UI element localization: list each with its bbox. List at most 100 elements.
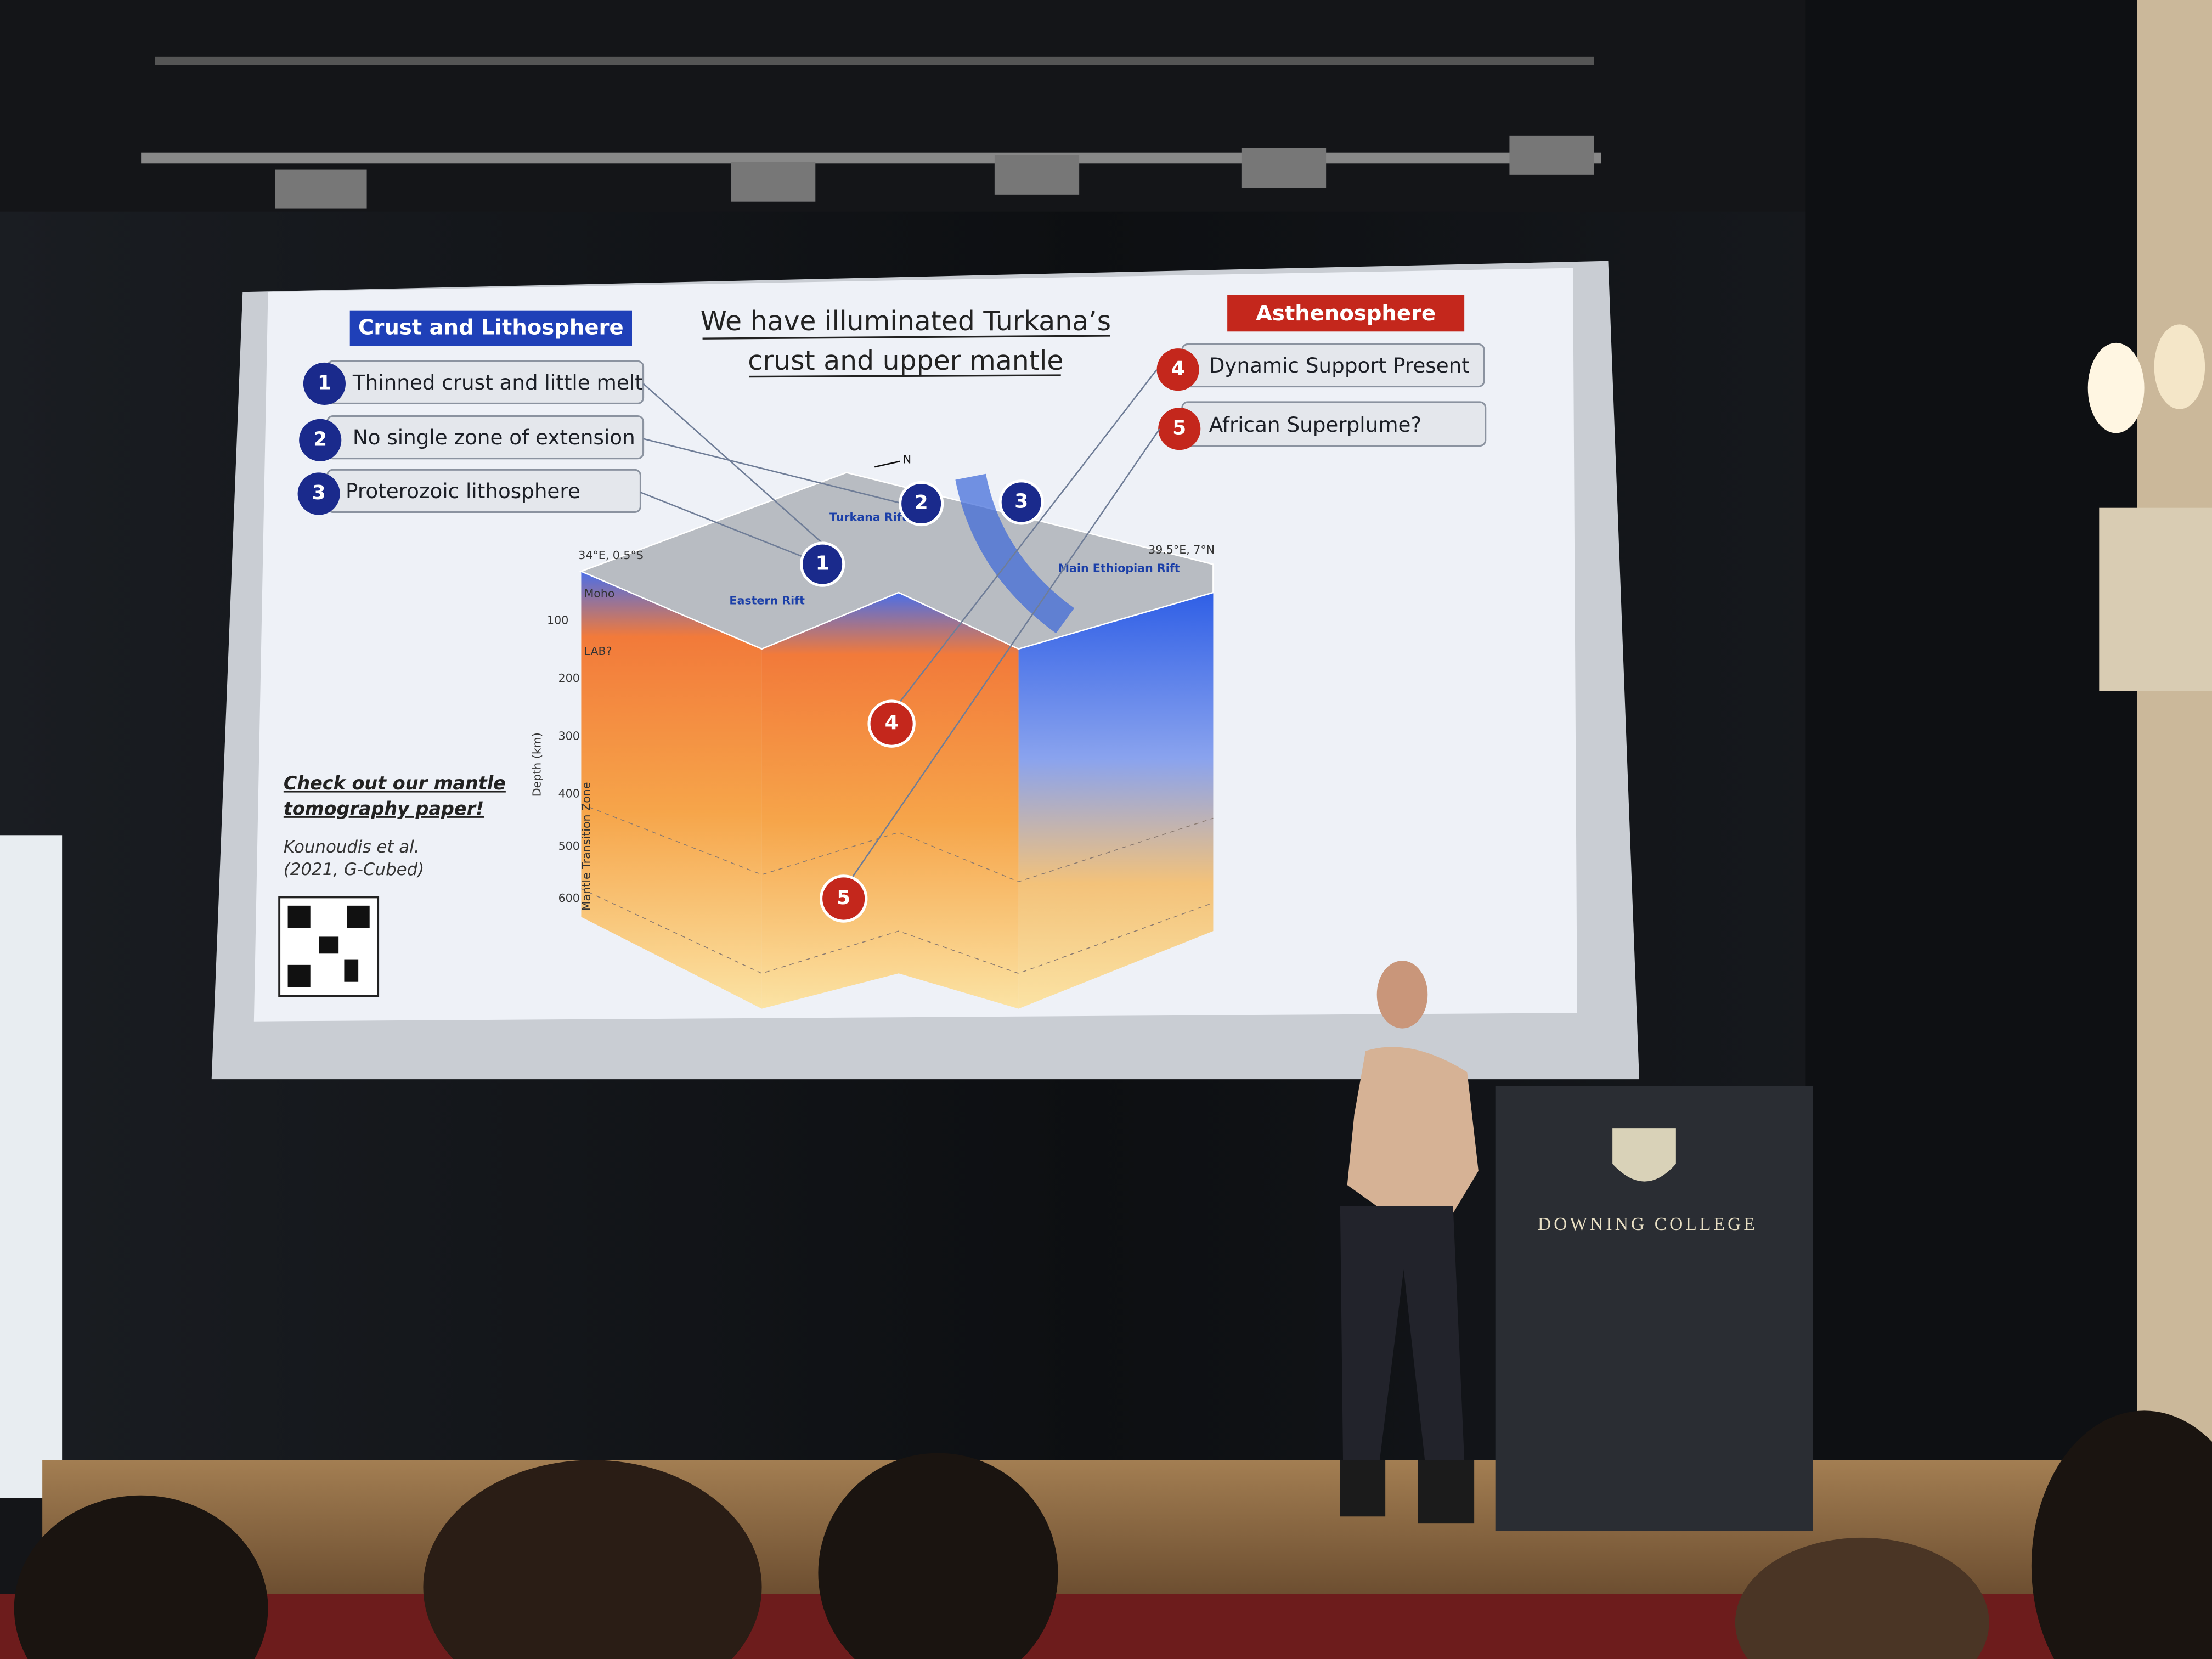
item-badge [297, 472, 340, 515]
rift-label: Turkana Rift [830, 511, 907, 524]
marker-number: 2 [915, 492, 928, 514]
leader-line [642, 383, 823, 544]
stage-light [1509, 135, 1594, 175]
stage-light [731, 162, 816, 202]
depth-axis-label: Depth (km) [531, 732, 544, 797]
diagram-marker [998, 479, 1044, 525]
rift-label: Main Ethiopian Rift [1058, 561, 1180, 574]
audience-head [1735, 1537, 1989, 1659]
trousers [1340, 1206, 1465, 1460]
paper-link: tomography paper! [284, 798, 484, 820]
north-arrow [874, 460, 900, 468]
lighting-bar [155, 56, 1594, 65]
item-badge [1158, 408, 1201, 450]
item-badge [303, 362, 346, 405]
marker-number: 1 [816, 552, 830, 575]
qr-pattern [287, 905, 370, 988]
item-number: 2 [313, 428, 327, 450]
item-text: Proterozoic lithosphere [346, 479, 580, 503]
stage-light [275, 169, 367, 209]
panel-heading: Crust and Lithosphere [358, 315, 624, 340]
item-text: Thinned crust and little melt [352, 370, 643, 394]
banner [0, 835, 63, 1498]
item-number: 3 [312, 482, 326, 504]
lamp [2154, 324, 2205, 409]
depth-tick: 600 [558, 891, 580, 905]
boot [1418, 1460, 1475, 1524]
panel-heading: Asthenosphere [1256, 301, 1436, 326]
qr-module [319, 936, 339, 954]
corner-label: 34°E, 0.5°S [578, 549, 644, 562]
transition-line [581, 888, 1214, 974]
block-face [761, 592, 899, 1009]
qr-finder [287, 964, 311, 988]
diagram-marker [820, 874, 868, 923]
podium-label: DOWNING COLLEGE [1538, 1214, 1758, 1234]
marker-number: 3 [1014, 490, 1028, 512]
boot [1340, 1460, 1386, 1517]
corner-label: 39.5°E, 7°N [1148, 543, 1215, 556]
item-text: No single zone of extension [353, 425, 635, 449]
item-badge [299, 419, 342, 461]
leader-lines [640, 369, 1160, 882]
north-label: N [903, 453, 911, 466]
block-face [1018, 592, 1214, 1009]
audience-head [14, 1495, 268, 1659]
citation: (2021, G-Cubed) [284, 860, 424, 879]
leader-line [640, 492, 805, 558]
leader-line [848, 428, 1160, 882]
item-number: 5 [1172, 417, 1186, 439]
audience-head [2031, 1410, 2212, 1659]
college-crest [1612, 1128, 1676, 1182]
depth-tick: 300 [558, 729, 580, 742]
leader-line [643, 438, 904, 505]
item-number: 4 [1171, 358, 1185, 380]
sweater [1347, 1047, 1479, 1221]
slab-anomaly [955, 473, 1075, 634]
slide-title: We have illuminated Turkana’s [701, 306, 1111, 337]
stage-lights [275, 135, 1594, 209]
depth-tick: 100 [547, 613, 568, 627]
item-text: African Superplume? [1209, 413, 1422, 437]
title-underline [749, 374, 1061, 378]
paper-link: Check out our mantle [284, 772, 506, 794]
block-face [581, 571, 762, 1009]
qr-finder [347, 905, 370, 928]
wall-moulding [2099, 507, 2212, 691]
marker-number: 4 [885, 712, 899, 734]
item-text: Dynamic Support Present [1209, 353, 1470, 377]
transition-line [581, 803, 1214, 882]
diagram-marker [800, 541, 845, 587]
speaker [1340, 961, 1479, 1524]
audience-head [423, 1460, 762, 1659]
side-curtain [1805, 0, 2145, 1538]
title-underline [702, 335, 1110, 340]
panel-heading-box [1227, 295, 1465, 332]
panel-heading-box [349, 310, 632, 346]
depth-tick: 200 [558, 672, 580, 685]
qr-module [344, 959, 359, 982]
audience-head [818, 1453, 1058, 1659]
layer-lines [581, 803, 1214, 974]
diagram-marker [867, 699, 916, 748]
rift-label: Eastern Rift [729, 594, 805, 607]
leader-line [896, 369, 1158, 706]
diagram-marker [899, 481, 944, 527]
stage-light [1241, 148, 1327, 188]
zone-label: Mantle Transition Zone [580, 782, 593, 911]
lighting-bar [141, 152, 1601, 164]
slide-title: crust and upper mantle [748, 345, 1063, 376]
stage-light [994, 155, 1080, 195]
qr-finder [287, 905, 311, 928]
marker-number: 5 [837, 887, 850, 909]
block-face [899, 592, 1019, 1009]
audience [14, 1410, 2212, 1659]
citation: Kounoudis et al. [284, 837, 420, 857]
layer-label: Moho [584, 587, 615, 600]
wall [2137, 0, 2212, 1659]
depth-tick: 400 [558, 787, 580, 800]
lamp [2087, 342, 2145, 433]
